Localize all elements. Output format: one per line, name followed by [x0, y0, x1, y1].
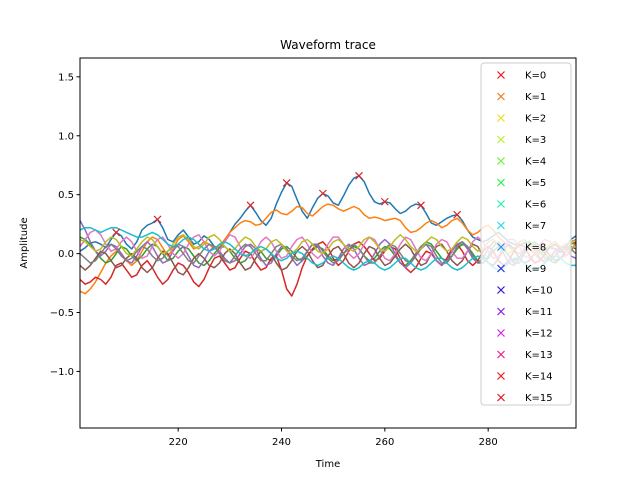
- legend-marker: [497, 221, 505, 230]
- legend-label: K=2: [525, 114, 546, 125]
- legend-marker: [497, 350, 505, 359]
- y-tick-label: 0.5: [58, 190, 74, 201]
- y-tick-label: 1.0: [58, 131, 74, 142]
- legend-marker: [497, 71, 505, 79]
- peak-marker: [380, 197, 389, 206]
- peak-marker: [112, 228, 121, 237]
- legend-marker: [497, 114, 505, 122]
- legend-label: K=0: [525, 71, 546, 82]
- y-tick-label: 0.0: [58, 249, 74, 260]
- x-tick-label: 240: [272, 437, 291, 448]
- legend-marker: [497, 264, 505, 273]
- legend-marker: [497, 178, 505, 187]
- legend-marker: [497, 157, 505, 165]
- legend-label: K=8: [525, 243, 546, 254]
- x-tick-label: 280: [479, 437, 498, 448]
- legend-label: K=3: [525, 135, 546, 146]
- legend-label: K=9: [525, 264, 546, 275]
- peak-marker: [453, 210, 462, 219]
- legend-box: [480, 62, 572, 406]
- legend-label: K=13: [525, 350, 553, 361]
- legend-marker: [497, 372, 505, 380]
- x-axis-ticks: 220 240 260 280: [169, 428, 498, 448]
- legend-marker: [497, 307, 505, 316]
- legend-marker: [497, 286, 505, 294]
- legend-label: K=7: [525, 221, 546, 232]
- x-tick-label: 220: [169, 437, 188, 448]
- legend-label: K=11: [525, 307, 553, 318]
- legend-marker: [497, 200, 505, 208]
- peak-marker: [355, 171, 363, 180]
- legend-label: K=6: [525, 200, 546, 211]
- legend-marker: [497, 92, 505, 101]
- y-axis-label: Amplitude: [19, 217, 30, 268]
- x-axis-label: Time: [315, 459, 340, 470]
- peak-marker: [417, 201, 425, 210]
- legend-label: K=12: [525, 329, 553, 340]
- legend-label: K=5: [525, 178, 546, 189]
- legend-marker: [497, 135, 505, 144]
- legend-label: K=10: [525, 286, 553, 297]
- legend-marker: [497, 393, 505, 402]
- x-tick-label: 260: [375, 437, 394, 448]
- y-tick-label: −1.0: [50, 367, 74, 378]
- peak-marker: [282, 178, 291, 187]
- legend-marker: [497, 243, 505, 251]
- marker-layer: [112, 171, 462, 237]
- y-tick-label: −0.5: [50, 308, 74, 319]
- legend-items: K=0 K=1 K=2 K=3 K=4 K=5 K=6 K=7 K=8 K=9 K=10 K=11 K=…: [497, 71, 553, 404]
- legend-label: K=1: [525, 92, 546, 103]
- legend-label: K=15: [525, 393, 553, 404]
- chart-title: Waveform trace: [280, 38, 376, 52]
- legend-label: K=14: [525, 372, 553, 383]
- peak-marker: [246, 201, 255, 210]
- legend: K=0 K=1 K=2 K=3 K=4 K=5 K=6 K=7 K=8 K=9 K=10 K=11 K=…: [480, 62, 572, 406]
- peak-marker: [318, 189, 327, 198]
- y-axis-ticks: −1.0 −0.5 0.0 0.5 1.0 1.5: [50, 72, 80, 378]
- y-tick-label: 1.5: [58, 72, 74, 83]
- legend-marker: [497, 329, 505, 337]
- legend-label: K=4: [525, 157, 546, 168]
- peak-marker: [153, 215, 162, 224]
- plot-frame: [79, 57, 577, 429]
